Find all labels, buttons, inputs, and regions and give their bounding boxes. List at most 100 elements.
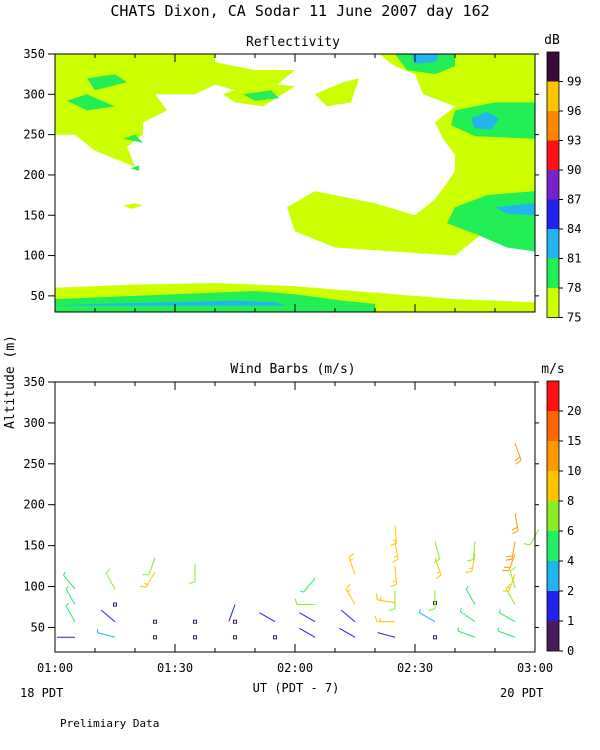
calm-wind-marker xyxy=(273,635,277,640)
wind-barb xyxy=(65,603,76,622)
wind-barb xyxy=(340,609,356,623)
wind-barb-half-feather xyxy=(65,585,69,590)
wind-barb-half-feather xyxy=(418,609,421,613)
wind-barb-shaft xyxy=(148,557,156,575)
wind-barb xyxy=(459,607,476,623)
colorbar-level-label: 10 xyxy=(567,464,581,478)
reflectivity-title: Reflectivity xyxy=(246,35,340,50)
wind-barb-shaft xyxy=(65,605,76,622)
colorbar-level-label: 4 xyxy=(567,554,574,568)
wind-barb-feather xyxy=(139,585,147,588)
reflectivity-contour-region xyxy=(55,300,287,306)
wind-barb-half-feather xyxy=(347,589,351,593)
x-tick-label: 02:30 xyxy=(397,661,433,675)
colorbar-swatch xyxy=(547,170,559,200)
wind-barb xyxy=(299,578,316,593)
wind-barb xyxy=(418,609,436,623)
reflectivity-contour-region xyxy=(315,78,359,107)
reflectivity-contour-region xyxy=(131,165,139,171)
colorbar-swatch xyxy=(547,531,559,561)
wind-barb-feather xyxy=(374,615,378,622)
y-tick-label: 300 xyxy=(23,87,45,101)
wind-barb xyxy=(505,541,516,561)
wind-barb xyxy=(348,553,356,575)
colorbar-swatch xyxy=(547,621,559,651)
y-tick-label: 250 xyxy=(23,128,45,142)
wind-barb-shaft xyxy=(377,599,396,604)
reflectivity-axes: 50 100 150 200 250 300 350 xyxy=(23,47,539,312)
wind-barb xyxy=(498,609,516,623)
x-tick-label: 02:00 xyxy=(277,661,313,675)
calm-wind-marker xyxy=(433,635,437,640)
colorbar-swatch xyxy=(547,501,559,531)
wind-barb-feather xyxy=(390,583,397,587)
wind-barb-feather xyxy=(105,568,111,574)
wind-barbs-frame xyxy=(54,381,536,653)
wind-barb-half-feather xyxy=(498,609,501,613)
wind-barb xyxy=(142,557,156,576)
wind-barb-shaft xyxy=(497,630,516,638)
wind-barb-feather xyxy=(511,526,518,531)
calm-wind-marker xyxy=(233,635,237,640)
start-local-time: 18 PDT xyxy=(20,686,63,700)
wind-barb-shaft xyxy=(259,612,276,623)
calm-wind-marker xyxy=(153,619,157,624)
wind-barbs-axes: 50 100 150 200 250 300 350 01:00 01:30 02:00 02:30… xyxy=(23,375,553,675)
y-tick-label: 200 xyxy=(23,168,45,182)
wind-barb-feather xyxy=(505,558,512,561)
wind-barb-feather xyxy=(465,571,472,573)
wind-barb-shaft xyxy=(499,612,516,623)
wind-barb xyxy=(502,574,516,592)
wind-barb xyxy=(375,593,396,604)
wind-barb xyxy=(434,541,441,563)
wind-colorbar-label: m/s xyxy=(541,362,564,377)
colorbar-swatch xyxy=(547,111,559,141)
wind-barb-feather xyxy=(345,583,351,590)
reflectivity-contour-region xyxy=(123,134,143,143)
x-tick-label: 01:30 xyxy=(157,661,193,675)
calm-wind-marker xyxy=(113,602,117,607)
wind-barb-shaft xyxy=(303,578,316,593)
wind-barb-feather xyxy=(512,530,519,535)
colorbar-frame xyxy=(546,51,560,318)
colorbar-level-label: 87 xyxy=(567,193,581,207)
x-axis-label: UT (PDT - 7) xyxy=(253,681,340,695)
y-tick-label: 100 xyxy=(23,580,45,594)
wind-barb-shaft xyxy=(228,604,236,622)
reflectivity-contours xyxy=(55,54,535,312)
wind-barb xyxy=(434,557,442,580)
figure-title: CHATS Dixon, CA Sodar 11 June 2007 day 1… xyxy=(110,2,489,20)
calm-wind-marker xyxy=(153,635,157,640)
wind-barb-feather xyxy=(505,583,511,590)
wind-barb-half-feather xyxy=(144,583,148,585)
y-tick-label: 150 xyxy=(23,208,45,222)
wind-barb-feather xyxy=(428,608,436,612)
y-tick-label: 150 xyxy=(23,539,45,553)
wind-barb-shaft xyxy=(63,574,76,590)
wind-barb xyxy=(299,627,316,638)
reflectivity-contour-region xyxy=(471,112,499,130)
reflectivity-contour-region xyxy=(123,203,143,209)
wind-barb xyxy=(523,529,540,546)
y-tick-label: 300 xyxy=(23,416,45,430)
colorbar-swatch xyxy=(547,441,559,471)
wind-barb xyxy=(511,512,519,535)
reflectivity-contour-region xyxy=(243,90,279,101)
wind-colorbar: 0 1 2 4 6 8 10 15 20 xyxy=(546,380,581,658)
calm-wind-marker xyxy=(193,635,197,640)
wind-barb xyxy=(374,615,395,623)
wind-barbs-panel: Wind Barbs (m/s) 5010015020025030035001:… xyxy=(23,362,581,675)
wind-barb xyxy=(502,553,516,572)
wind-barbs-title: Wind Barbs (m/s) xyxy=(230,362,355,377)
reflectivity-colorbar-label: dB xyxy=(544,33,560,48)
wind-barb-half-feather xyxy=(392,580,397,583)
colorbar-swatch xyxy=(547,411,559,441)
wind-barb-feather xyxy=(388,608,396,612)
colorbar-swatch xyxy=(547,288,559,318)
wind-barb xyxy=(105,568,116,590)
colorbar-swatch xyxy=(547,591,559,621)
wind-barb xyxy=(390,525,398,547)
wind-barb-shaft xyxy=(345,588,356,605)
